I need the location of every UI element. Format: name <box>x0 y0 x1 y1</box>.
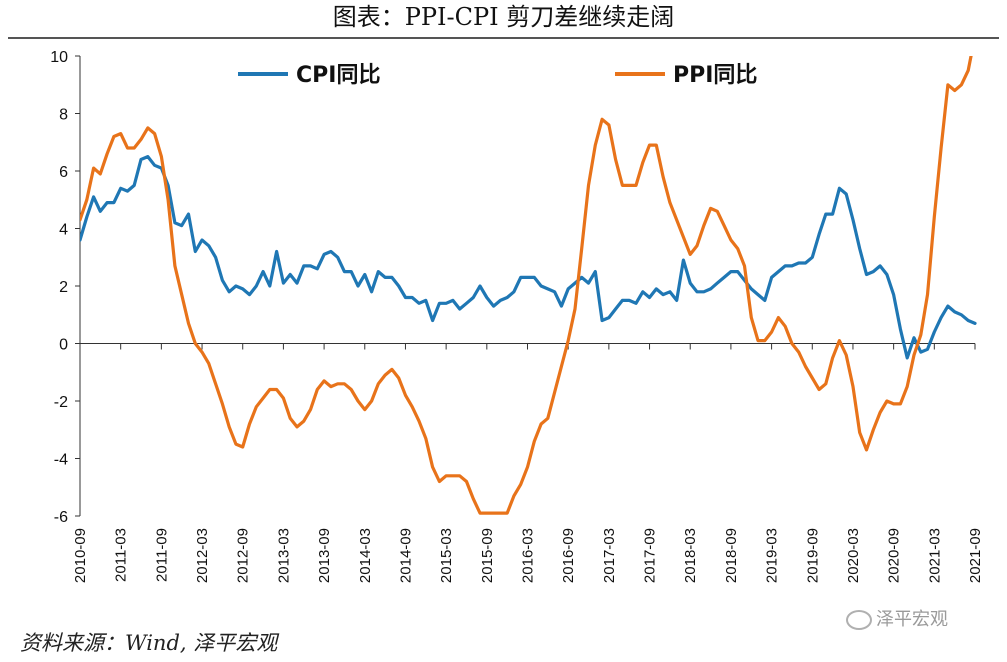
x-tick-label: 2015-03 <box>438 528 455 583</box>
x-tick-label: 2020-09 <box>886 528 903 583</box>
line-chart: -6 -4 -2 0 2 4 6 8 10 2010-09 2011-03 2011-09 2012-… <box>50 49 984 583</box>
x-tick-label: 2016-03 <box>520 528 537 583</box>
x-tick-label: 2014-03 <box>357 528 374 583</box>
y-tick-label: 4 <box>59 222 68 239</box>
y-tick-label: -2 <box>54 394 68 411</box>
legend-cpi-label: CPI同比 <box>296 63 380 88</box>
x-tick-label: 2012-03 <box>194 528 211 583</box>
series-layer <box>80 56 977 515</box>
x-tick-label: 2015-09 <box>479 528 496 583</box>
legend: CPI同比 PPI同比 <box>238 63 757 88</box>
x-tick-label: 2019-09 <box>804 528 821 583</box>
title-divider <box>8 37 999 39</box>
x-tick-label: 2014-09 <box>397 528 414 583</box>
source-note: 资料来源：Wind, 泽平宏观 <box>20 631 278 655</box>
x-tick-label: 2017-03 <box>601 528 618 583</box>
y-tick-label: 6 <box>59 164 68 181</box>
x-tick-label: 2019-03 <box>764 528 781 583</box>
y-tick-label: 0 <box>59 337 68 354</box>
y-tick-label: 8 <box>59 107 68 124</box>
x-tick-label: 2018-09 <box>723 528 740 583</box>
watermark: 泽平宏观 <box>846 605 948 631</box>
watermark-text: 泽平宏观 <box>876 609 948 630</box>
x-tick-label: 2010-09 <box>72 528 89 583</box>
y-tick-label: 2 <box>59 279 68 296</box>
ppi-series-line <box>80 56 973 515</box>
y-tick-label: -6 <box>54 509 68 526</box>
cpi-series-line <box>80 155 977 360</box>
x-tick-label: 2018-03 <box>682 528 699 583</box>
x-tick-label: 2021-03 <box>926 528 943 583</box>
x-tick-label: 2017-09 <box>642 528 659 583</box>
x-tick-label: 2016-09 <box>560 528 577 583</box>
x-tick-label: 2011-09 <box>153 528 170 582</box>
x-tick-label: 2021-09 <box>967 528 984 583</box>
x-axis: 2010-09 2011-03 2011-09 2012-03 2012-09 2013-… <box>72 343 984 583</box>
legend-ppi-label: PPI同比 <box>673 63 757 88</box>
x-tick-label: 2013-03 <box>275 528 292 583</box>
x-tick-label: 2012-09 <box>235 528 252 583</box>
x-tick-label: 2011-03 <box>113 528 130 582</box>
chart-title: 图表：PPI-CPI 剪刀差继续走阔 <box>332 3 675 31</box>
y-tick-label: -4 <box>54 452 68 469</box>
y-tick-label: 10 <box>50 49 68 66</box>
x-tick-label: 2020-03 <box>845 528 862 583</box>
y-axis: -6 -4 -2 0 2 4 6 8 10 <box>50 49 80 526</box>
x-tick-label: 2013-09 <box>316 528 333 583</box>
wechat-icon <box>846 610 872 630</box>
